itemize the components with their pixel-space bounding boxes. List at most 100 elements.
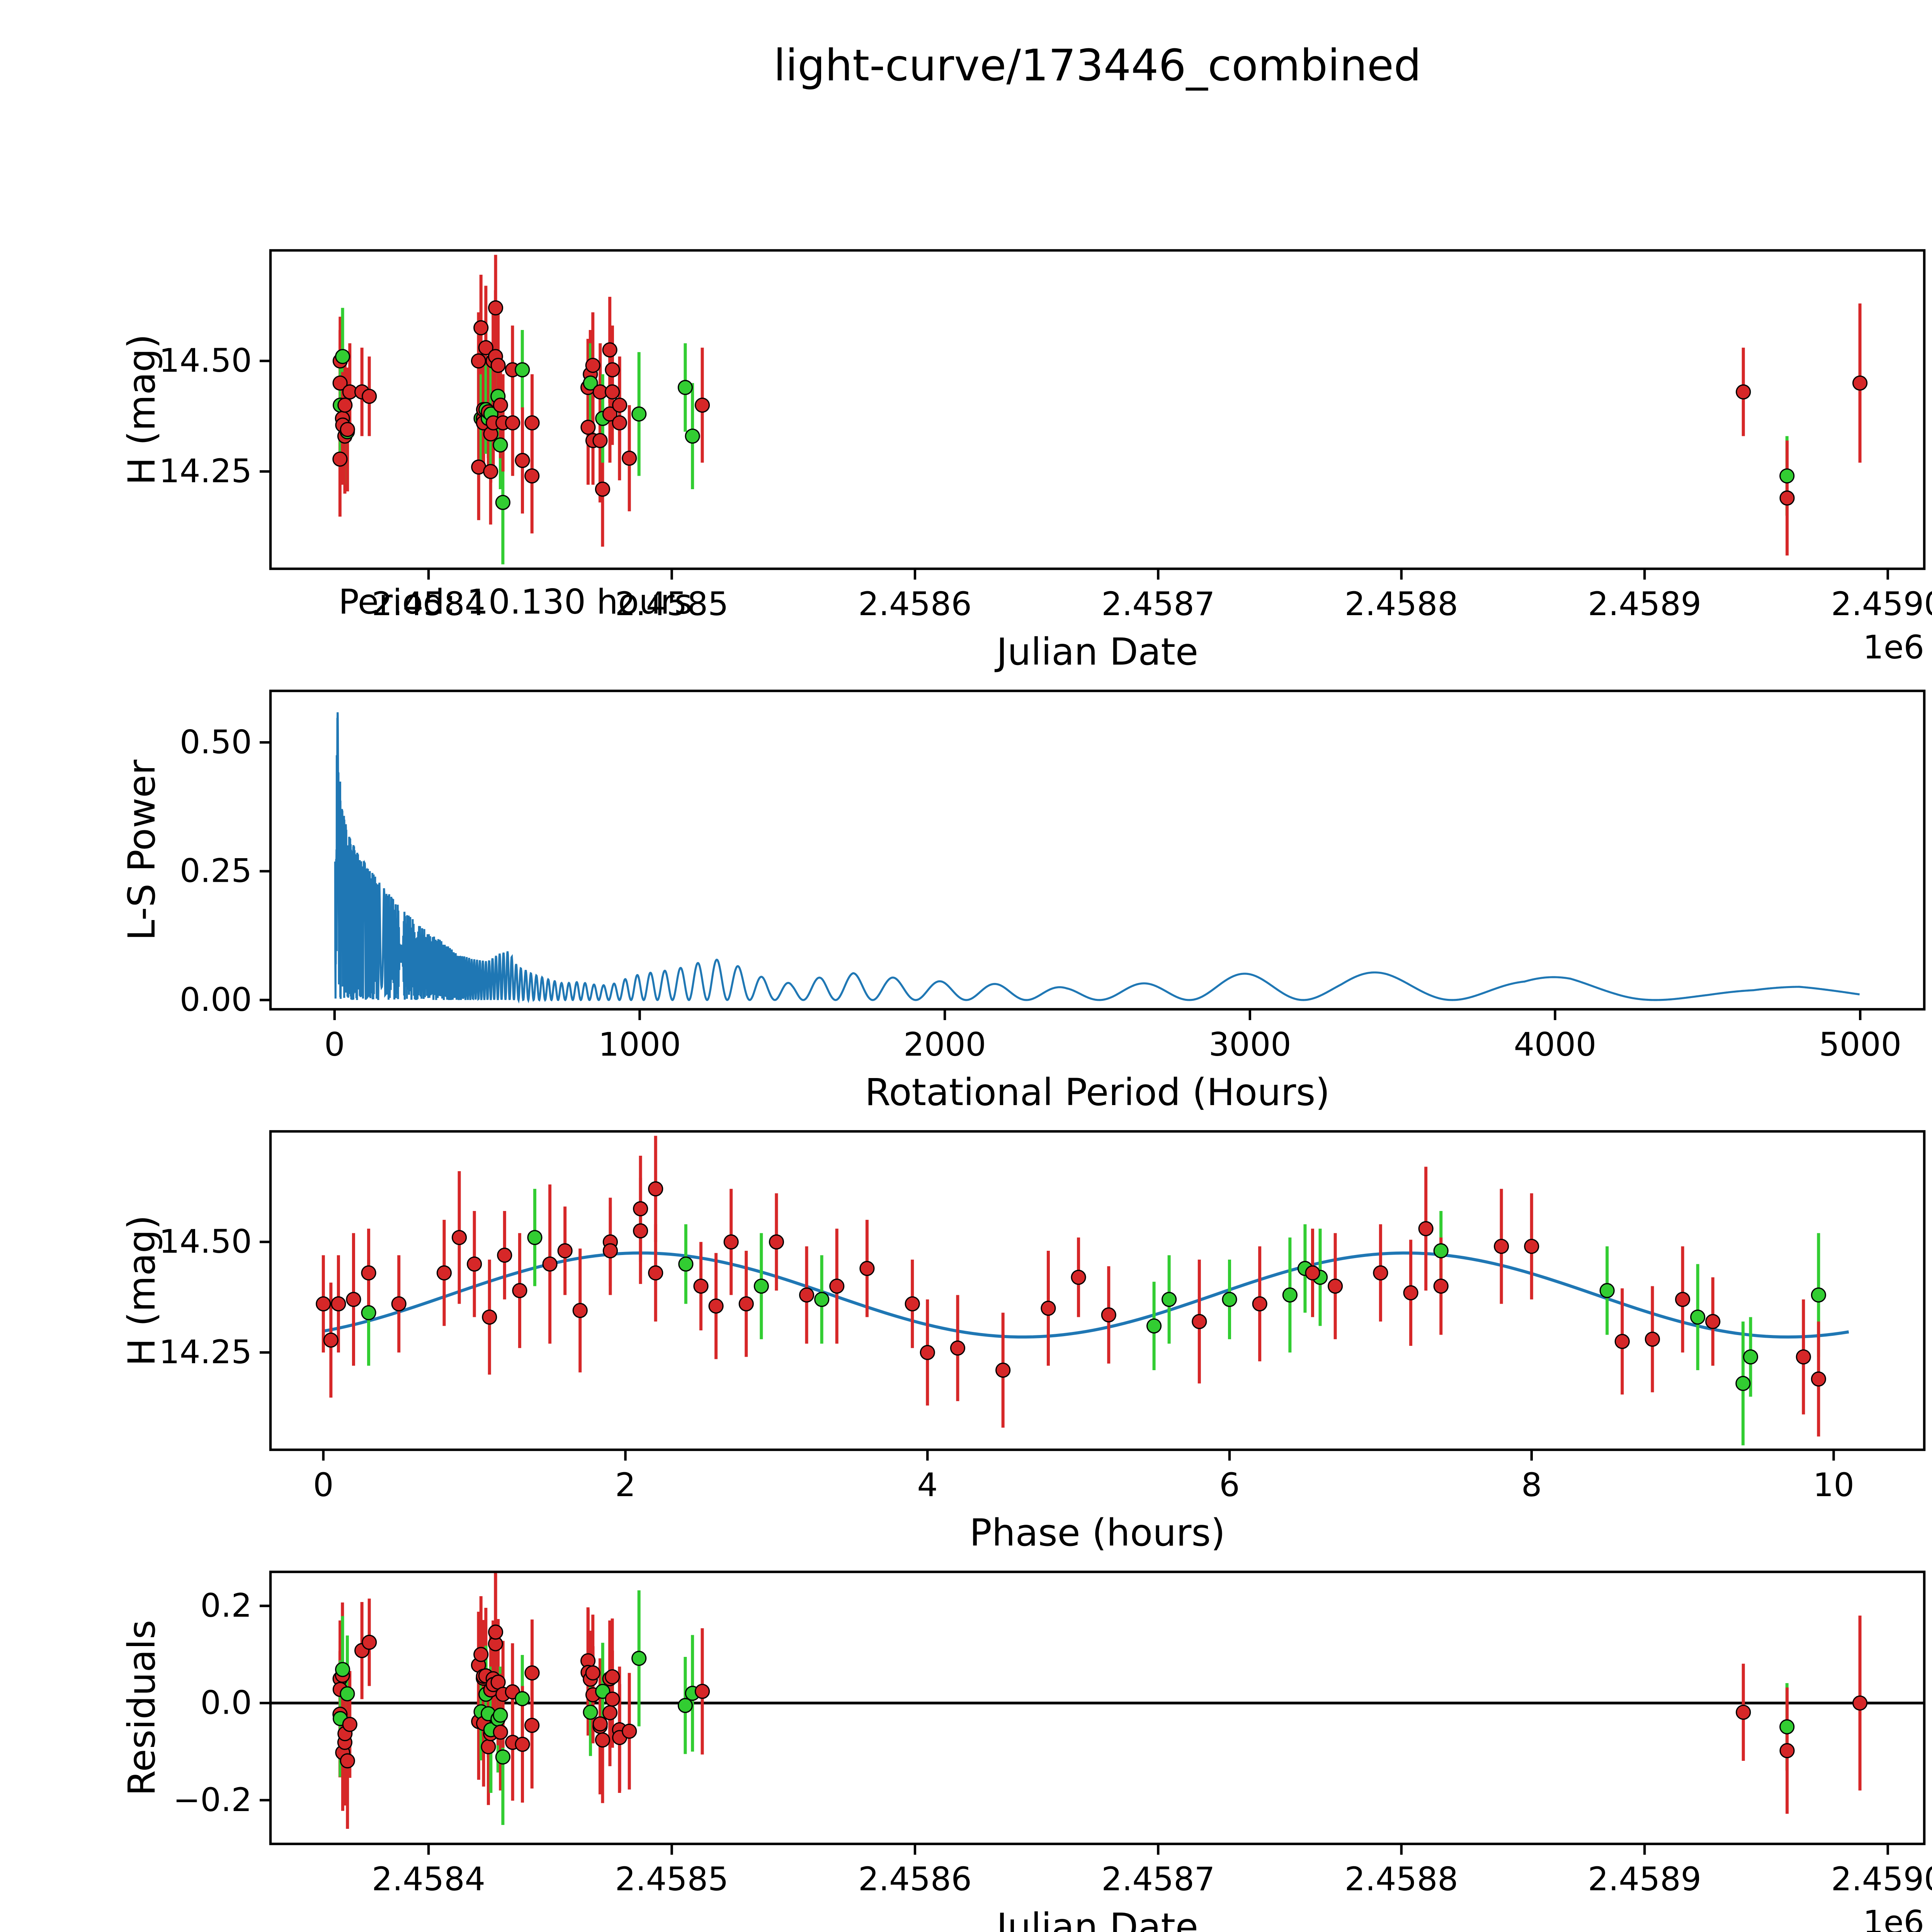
data-point [1645, 1332, 1660, 1347]
data-point [685, 429, 700, 444]
data-point [1252, 1296, 1267, 1311]
data-point [331, 1296, 346, 1311]
data-point [580, 420, 596, 435]
data-point [1675, 1292, 1690, 1307]
p3-ylabel: H (mag) [120, 1215, 163, 1366]
data-point [335, 349, 350, 364]
axes-spines [269, 689, 1926, 1011]
data-point [497, 1247, 512, 1263]
x-tick-label: 1000 [599, 1026, 681, 1063]
data-point [1403, 1285, 1418, 1301]
data-point [950, 1340, 966, 1356]
data-point [524, 468, 540, 484]
data-point [1852, 375, 1868, 391]
x-tick-label: 2 [615, 1466, 636, 1504]
data-point [585, 1665, 600, 1681]
data-point [605, 362, 620, 378]
x-tick-label: 2.4588 [1345, 1860, 1458, 1898]
x-tick-label: 2.4590 [1831, 585, 1932, 623]
data-point [1305, 1265, 1320, 1281]
x-tick-label: 2.4586 [858, 1860, 972, 1898]
data-point [361, 1265, 376, 1281]
data-point [1811, 1371, 1826, 1387]
data-point [648, 1181, 663, 1197]
data-point [1373, 1265, 1388, 1281]
data-point [488, 1624, 503, 1640]
data-point [677, 380, 693, 395]
ls-periodogram-data-layer [334, 712, 1860, 1004]
data-point [583, 1704, 598, 1720]
data-point [527, 1230, 543, 1245]
data-point [493, 397, 508, 413]
data-point [335, 1662, 350, 1677]
data-point [1493, 1238, 1509, 1254]
x-tick-label: 8 [1521, 1466, 1542, 1504]
p1-offset-label: 1e6 [1863, 628, 1924, 666]
data-point [585, 357, 600, 373]
data-point [467, 1256, 482, 1272]
data-point [1192, 1314, 1207, 1329]
data-point [1705, 1314, 1721, 1329]
data-point [753, 1278, 769, 1294]
p4-offset-label: 1e6 [1863, 1903, 1924, 1932]
data-point [1041, 1301, 1056, 1316]
axes-spines [269, 249, 1926, 570]
data-point [1162, 1292, 1177, 1307]
data-point [723, 1234, 739, 1250]
data-point [602, 342, 617, 358]
data-point [622, 1723, 637, 1739]
x-tick-label: 0 [324, 1026, 345, 1063]
fit-curve [323, 1251, 1849, 1339]
data-point [362, 389, 377, 404]
data-point [905, 1296, 920, 1311]
y-tick-label: 0.25 [180, 852, 252, 890]
data-point [524, 1718, 540, 1733]
y-tick-label: 14.25 [159, 452, 252, 490]
data-point [323, 1332, 338, 1348]
data-point [1282, 1287, 1298, 1303]
data-point [490, 357, 506, 373]
data-point [1736, 384, 1751, 400]
data-point [1796, 1349, 1811, 1365]
data-point [542, 1256, 558, 1272]
figure-title: light-curve/173446_combined [774, 41, 1421, 91]
y-tick-label: 0.0 [200, 1684, 252, 1721]
x-tick-label: 4 [917, 1466, 938, 1504]
data-point [814, 1292, 830, 1307]
data-point [340, 422, 355, 437]
data-point [572, 1303, 588, 1318]
data-point [612, 415, 627, 430]
data-point [829, 1278, 845, 1294]
x-tick-label: 2.4587 [1101, 1860, 1215, 1898]
data-point [1735, 1376, 1751, 1391]
phase-folded-data-layer [316, 1136, 1849, 1446]
y-tick-label: −0.2 [173, 1781, 252, 1819]
data-point [473, 320, 489, 335]
data-point [738, 1296, 754, 1311]
data-point [1524, 1238, 1539, 1254]
p2-ylabel: L-S Power [120, 759, 163, 940]
data-point [391, 1296, 406, 1311]
data-point [515, 1736, 530, 1752]
data-point [1779, 490, 1795, 506]
data-point [605, 384, 620, 400]
data-point [595, 481, 611, 497]
data-point [557, 1243, 573, 1259]
y-tick-label: 0.00 [180, 981, 252, 1019]
data-point [677, 1698, 693, 1713]
data-point [592, 433, 608, 448]
data-point [1852, 1695, 1868, 1711]
data-point [612, 397, 628, 413]
p4-xlabel: Julian Date [995, 1905, 1198, 1932]
data-point [451, 1230, 467, 1245]
data-point [482, 1310, 497, 1325]
data-point [1599, 1283, 1615, 1298]
data-point [1743, 1349, 1759, 1365]
data-point [316, 1296, 331, 1311]
data-point [524, 415, 540, 430]
data-point [1779, 468, 1795, 484]
data-point [515, 453, 530, 468]
x-tick-label: 5000 [1819, 1026, 1901, 1063]
x-tick-label: 2.4590 [1831, 1860, 1932, 1898]
p2-xlabel: Rotational Period (Hours) [865, 1071, 1330, 1114]
